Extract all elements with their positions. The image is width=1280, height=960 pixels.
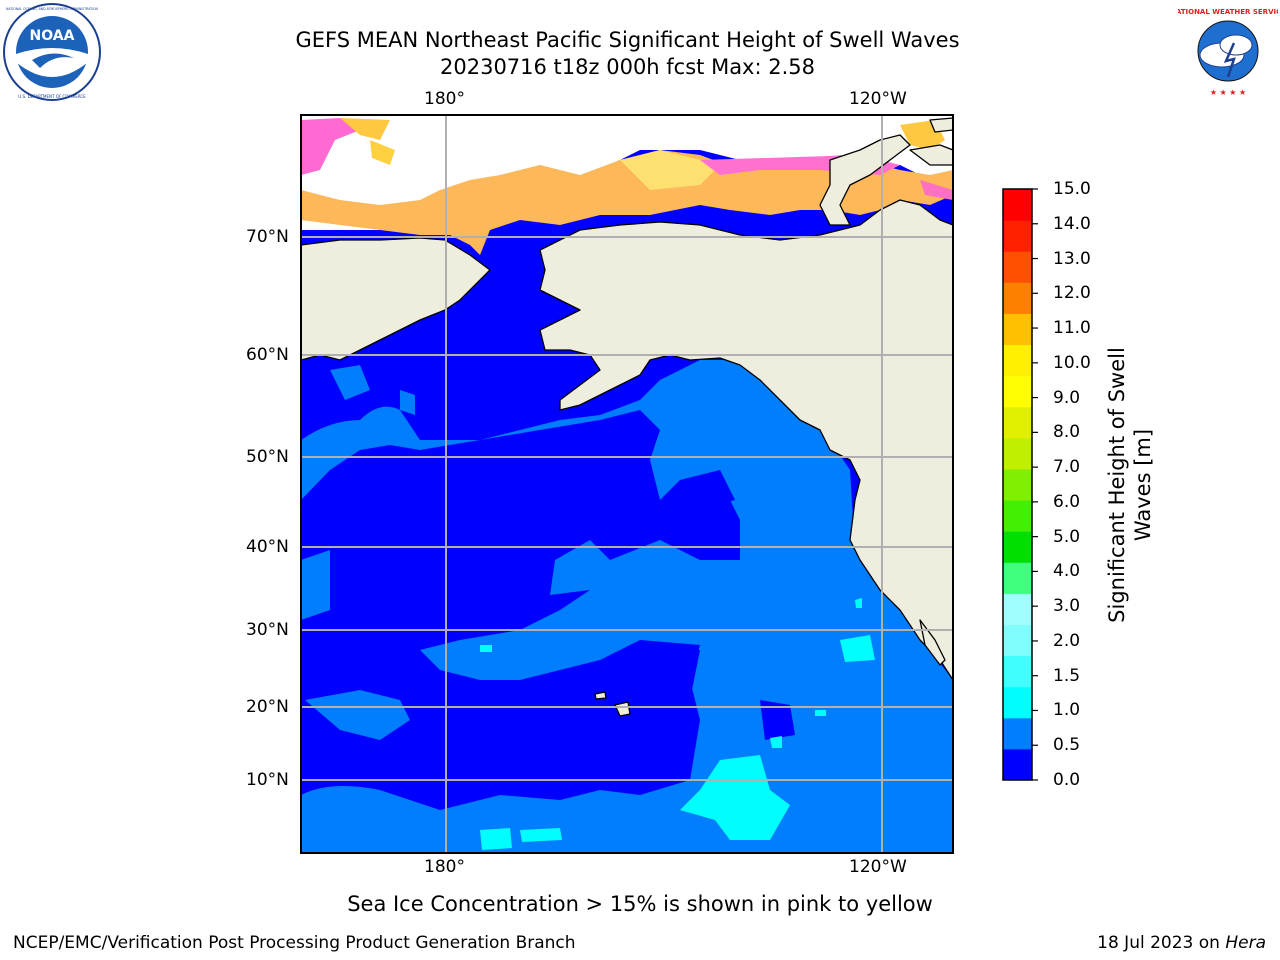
colorbar-tick-label: 4.0 bbox=[1053, 561, 1081, 582]
colorbar-tick-label: 13.0 bbox=[1053, 248, 1091, 269]
map-border bbox=[300, 114, 954, 854]
lat-label-60n: 60°N bbox=[246, 345, 289, 365]
colorbar-segment bbox=[1003, 468, 1032, 501]
colorbar-segment bbox=[1003, 251, 1032, 283]
bottom-lon-label-180: 180° bbox=[424, 857, 465, 877]
colorbar-tick-label: 0.0 bbox=[1053, 770, 1081, 790]
lat-label-30n: 30°N bbox=[246, 620, 289, 640]
colorbar-segment bbox=[1003, 717, 1032, 750]
colorbar-tick-label: 15.0 bbox=[1053, 179, 1091, 199]
footer-machine: Hera bbox=[1225, 933, 1266, 953]
colorbar-tick-label: 1.0 bbox=[1053, 700, 1081, 721]
swell-1.0-1.5-region bbox=[480, 598, 875, 850]
colorbar-tick-label: 10.0 bbox=[1053, 352, 1091, 373]
colorbar-tick-label: 1.5 bbox=[1053, 665, 1081, 686]
chart-title-line1: GEFS MEAN Northeast Pacific Significant … bbox=[295, 28, 960, 52]
lat-label-40n: 40°N bbox=[246, 537, 289, 557]
colorbar-segment bbox=[1003, 437, 1032, 470]
sea-ice-region bbox=[301, 115, 953, 255]
colorbar-segment bbox=[1003, 313, 1032, 346]
top-lon-label-120w: 120°W bbox=[849, 89, 907, 109]
land-hawaii bbox=[614, 701, 631, 717]
colorbar-segment bbox=[1003, 500, 1032, 532]
land-baja bbox=[919, 619, 946, 666]
colorbar-segment bbox=[1003, 344, 1032, 377]
swell-0.0-0.5-patches bbox=[560, 470, 795, 760]
colorbar-segment bbox=[1003, 593, 1032, 625]
sea-ice-note: Sea Ice Concentration > 15% is shown in … bbox=[347, 892, 933, 916]
nws-logo-text: NATIONAL WEATHER SERVICE bbox=[1178, 8, 1278, 16]
noaa-ring-bottom: U.S. DEPARTMENT OF COMMERCE bbox=[18, 94, 86, 99]
colorbar-segment bbox=[1003, 406, 1032, 439]
colorbar-tick-label: 9.0 bbox=[1053, 387, 1081, 408]
noaa-ring-text: NATIONAL OCEANIC AND ATMOSPHERIC ADMINIS… bbox=[6, 7, 99, 11]
colorbar-tick-label: 14.0 bbox=[1053, 213, 1091, 234]
colorbar-tick-label: 5.0 bbox=[1053, 526, 1081, 547]
footer-date-text: 18 Jul 2023 on bbox=[1097, 933, 1226, 953]
gridlines bbox=[301, 115, 953, 853]
colorbar-tick-label: 6.0 bbox=[1053, 491, 1081, 512]
land-alaska-canada bbox=[539, 199, 953, 681]
colorbar-segment bbox=[1003, 220, 1032, 252]
lat-label-70n: 70°N bbox=[246, 227, 289, 247]
colorbar-segment bbox=[1003, 531, 1032, 563]
colorbar-title: Significant Height of Swell Waves [m] bbox=[1105, 347, 1155, 623]
colorbar-tick-label: 8.0 bbox=[1053, 422, 1081, 443]
top-lon-label-180: 180° bbox=[424, 89, 465, 109]
colorbar-segment bbox=[1003, 562, 1032, 594]
colorbar-tick-label: 12.0 bbox=[1053, 283, 1091, 304]
colorbar-tick-label: 2.0 bbox=[1053, 630, 1081, 651]
lat-label-10n: 10°N bbox=[246, 770, 289, 790]
colorbar-tick-label: 7.0 bbox=[1053, 457, 1081, 478]
noaa-logo: NOAA U.S. DEPARTMENT OF COMMERCE NATIONA… bbox=[3, 3, 101, 101]
footer-date: 18 Jul 2023 on Hera bbox=[1097, 933, 1266, 953]
land-siberia bbox=[301, 237, 491, 361]
noaa-logo-text: NOAA bbox=[30, 28, 75, 44]
colorbar-segment bbox=[1003, 189, 1032, 221]
colorbar-segment bbox=[1003, 686, 1032, 719]
colorbar-segment bbox=[1003, 655, 1032, 688]
svg-text:★ ★ ★ ★: ★ ★ ★ ★ bbox=[1210, 88, 1246, 97]
lat-label-50n: 50°N bbox=[246, 447, 289, 467]
colorbar-border bbox=[1002, 188, 1033, 781]
bottom-lon-label-120w: 120°W bbox=[849, 857, 907, 877]
colorbar bbox=[1003, 188, 1038, 781]
colorbar-segment bbox=[1003, 748, 1032, 781]
land-masses bbox=[301, 117, 953, 717]
chart-title-line2: 20230716 t18z 000h fcst Max: 2.58 bbox=[440, 55, 815, 79]
colorbar-tick-label: 11.0 bbox=[1053, 318, 1091, 339]
colorbar-tick-label: 0.5 bbox=[1053, 735, 1081, 756]
lat-label-20n: 20°N bbox=[246, 697, 289, 717]
footer-credit: NCEP/EMC/Verification Post Processing Pr… bbox=[13, 933, 576, 953]
colorbar-tick-label: 3.0 bbox=[1053, 596, 1081, 617]
land-arctic-islands bbox=[819, 134, 911, 226]
colorbar-segment bbox=[1003, 375, 1032, 408]
colorbar-segment bbox=[1003, 282, 1032, 314]
nws-logo: NATIONAL WEATHER SERVICE ★ ★ ★ ★ bbox=[1178, 5, 1278, 97]
colorbar-segment bbox=[1003, 624, 1032, 657]
